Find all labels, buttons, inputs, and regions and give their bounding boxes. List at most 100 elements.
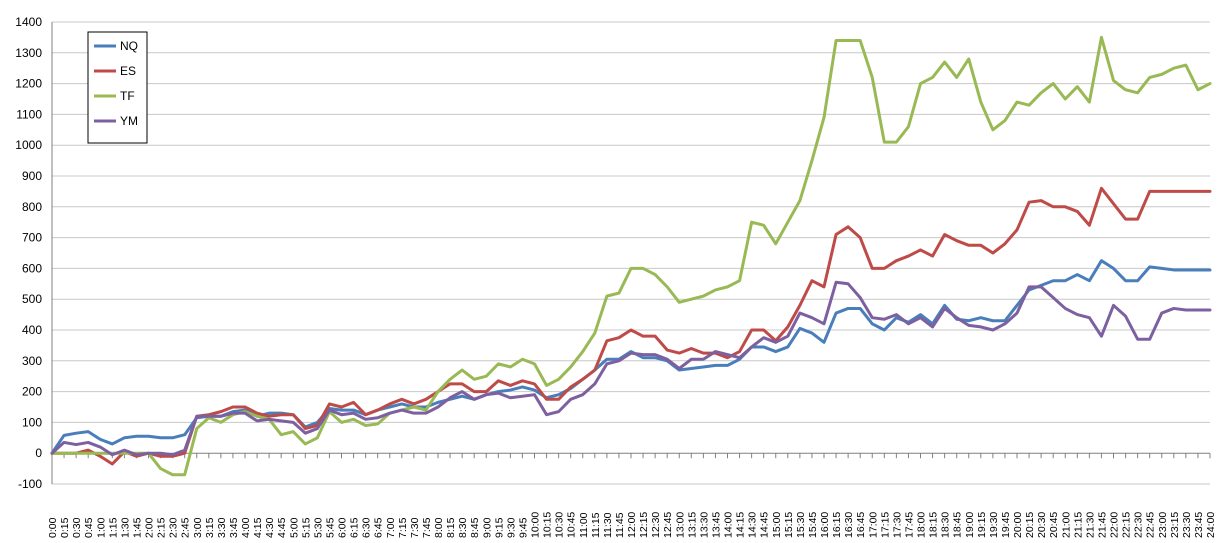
x-tick-label: 13:15 <box>686 512 698 538</box>
y-tick-label: 0 <box>35 446 42 460</box>
x-tick-label: 16:45 <box>855 512 867 538</box>
x-tick-label: 21:30 <box>1084 512 1096 538</box>
x-tick-label: 2:30 <box>168 517 180 538</box>
x-tick-label: 20:45 <box>1048 512 1060 538</box>
legend-box <box>87 31 148 144</box>
y-tick-label: 200 <box>22 385 42 399</box>
x-tick-label: 9:00 <box>481 517 493 538</box>
x-tick-label: 17:30 <box>891 512 903 538</box>
x-tick-label: 6:00 <box>337 517 349 538</box>
x-tick-label: 15:45 <box>807 512 819 538</box>
x-tick-label: 11:45 <box>614 512 626 538</box>
x-tick-label: 1:15 <box>107 517 119 538</box>
x-tick-label: 3:30 <box>216 517 228 538</box>
x-tick-label: 11:00 <box>578 512 590 538</box>
x-tick-label: 7:15 <box>397 517 409 538</box>
x-tick-label: 11:15 <box>590 512 602 538</box>
x-axis-tick-labels: 0:00 0:15 0:30 0:45 1:00 1:15 1:30 1:45 2:00 2:15… <box>47 512 1217 538</box>
x-tick-label: 17:00 <box>867 512 879 538</box>
x-tick-label: 9:15 <box>493 517 505 538</box>
x-tick-label: 6:30 <box>361 517 373 538</box>
x-tick-label: 2:15 <box>156 517 168 538</box>
x-tick-label: 22:45 <box>1145 512 1157 538</box>
y-axis-tick-labels: -100 0 100 200 300 400 500 600 700 800 900 1000 1100… <box>15 15 42 491</box>
x-tick-label: 16:00 <box>819 512 831 538</box>
x-tick-label: 6:45 <box>373 517 385 538</box>
x-tick-label: 3:45 <box>228 517 240 538</box>
x-tick-label: 21:45 <box>1096 512 1108 538</box>
x-tick-label: 13:45 <box>710 512 722 538</box>
x-tick-label: 15:00 <box>771 512 783 538</box>
x-tick-label: 19:00 <box>964 512 976 538</box>
x-tick-label: 12:15 <box>638 512 650 538</box>
x-tick-label: 10:45 <box>566 512 578 538</box>
y-tick-label: 1400 <box>15 15 42 29</box>
x-tick-label: 18:30 <box>940 512 952 538</box>
legend-label-ym: YM <box>120 114 138 128</box>
x-tick-label: 1:30 <box>119 517 131 538</box>
x-tick-label: 1:00 <box>95 517 107 538</box>
x-tick-label: 12:45 <box>662 512 674 538</box>
x-tick-label: 6:15 <box>349 517 361 538</box>
x-tick-label: 8:00 <box>433 517 445 538</box>
x-tick-label: 0:15 <box>59 517 71 538</box>
y-tick-label: 900 <box>22 169 42 183</box>
y-tick-label: 800 <box>22 200 42 214</box>
x-tick-label: 22:00 <box>1109 512 1121 538</box>
x-tick-label: 4:00 <box>240 517 252 538</box>
x-tick-label: 5:00 <box>288 517 300 538</box>
x-tick-label: 4:30 <box>264 517 276 538</box>
x-tick-label: 8:45 <box>469 517 481 538</box>
legend-label-nq: NQ <box>120 39 138 53</box>
x-tick-label: 21:00 <box>1060 512 1072 538</box>
x-tick-label: 13:00 <box>674 512 686 538</box>
y-tick-label: 400 <box>22 323 42 337</box>
x-tick-label: 0:45 <box>83 517 95 538</box>
x-tick-label: 7:30 <box>409 517 421 538</box>
x-tick-label: 20:30 <box>1036 512 1048 538</box>
x-tick-label: 23:15 <box>1169 512 1181 538</box>
x-tick-label: 8:15 <box>445 517 457 538</box>
x-tick-label: 11:30 <box>602 512 614 538</box>
series-line-es <box>50 186 1212 466</box>
x-tick-label: 20:15 <box>1024 512 1036 538</box>
x-tick-label: 10:30 <box>554 512 566 538</box>
x-tick-label: 5:45 <box>324 517 336 538</box>
x-tick-label: 20:00 <box>1012 512 1024 538</box>
x-tick-label: 15:15 <box>783 512 795 538</box>
x-tick-label: 13:30 <box>698 512 710 538</box>
x-tick-label: 0:00 <box>47 517 59 538</box>
x-tick-label: 23:45 <box>1193 512 1205 538</box>
x-tick-label: 2:00 <box>144 517 156 538</box>
x-tick-label: 3:15 <box>204 517 216 538</box>
series-line-tf <box>50 35 1212 477</box>
x-tick-label: 10:15 <box>542 512 554 538</box>
x-tick-label: 19:15 <box>976 512 988 538</box>
x-tick-label: 14:45 <box>759 512 771 538</box>
x-tick-label: 21:15 <box>1072 512 1084 538</box>
legend-label-es: ES <box>120 64 136 78</box>
legend-label-tf: TF <box>120 89 135 103</box>
y-tick-label: 1300 <box>15 46 42 60</box>
x-tick-label: 23:30 <box>1181 512 1193 538</box>
x-tick-label: 9:30 <box>505 517 517 538</box>
y-tick-label: 600 <box>22 261 42 275</box>
y-tick-label: 700 <box>22 231 42 245</box>
x-tick-label: 15:30 <box>795 512 807 538</box>
x-tick-label: 7:45 <box>421 517 433 538</box>
x-tick-label: 5:15 <box>300 517 312 538</box>
x-tick-label: 12:30 <box>650 512 662 538</box>
x-tick-label: 24:00 <box>1205 512 1217 538</box>
x-tick-label: 14:15 <box>735 512 747 538</box>
y-tick-label: 100 <box>22 415 42 429</box>
x-tick-label: 23:00 <box>1157 512 1169 538</box>
x-tick-label: 14:30 <box>747 512 759 538</box>
x-tick-label: 22:15 <box>1121 512 1133 538</box>
x-tick-label: 18:00 <box>916 512 928 538</box>
x-tick-label: 12:00 <box>626 512 638 538</box>
y-tick-label: 500 <box>22 292 42 306</box>
x-tick-label: 4:45 <box>276 517 288 538</box>
x-tick-label: 18:45 <box>952 512 964 538</box>
axes <box>51 22 1211 484</box>
